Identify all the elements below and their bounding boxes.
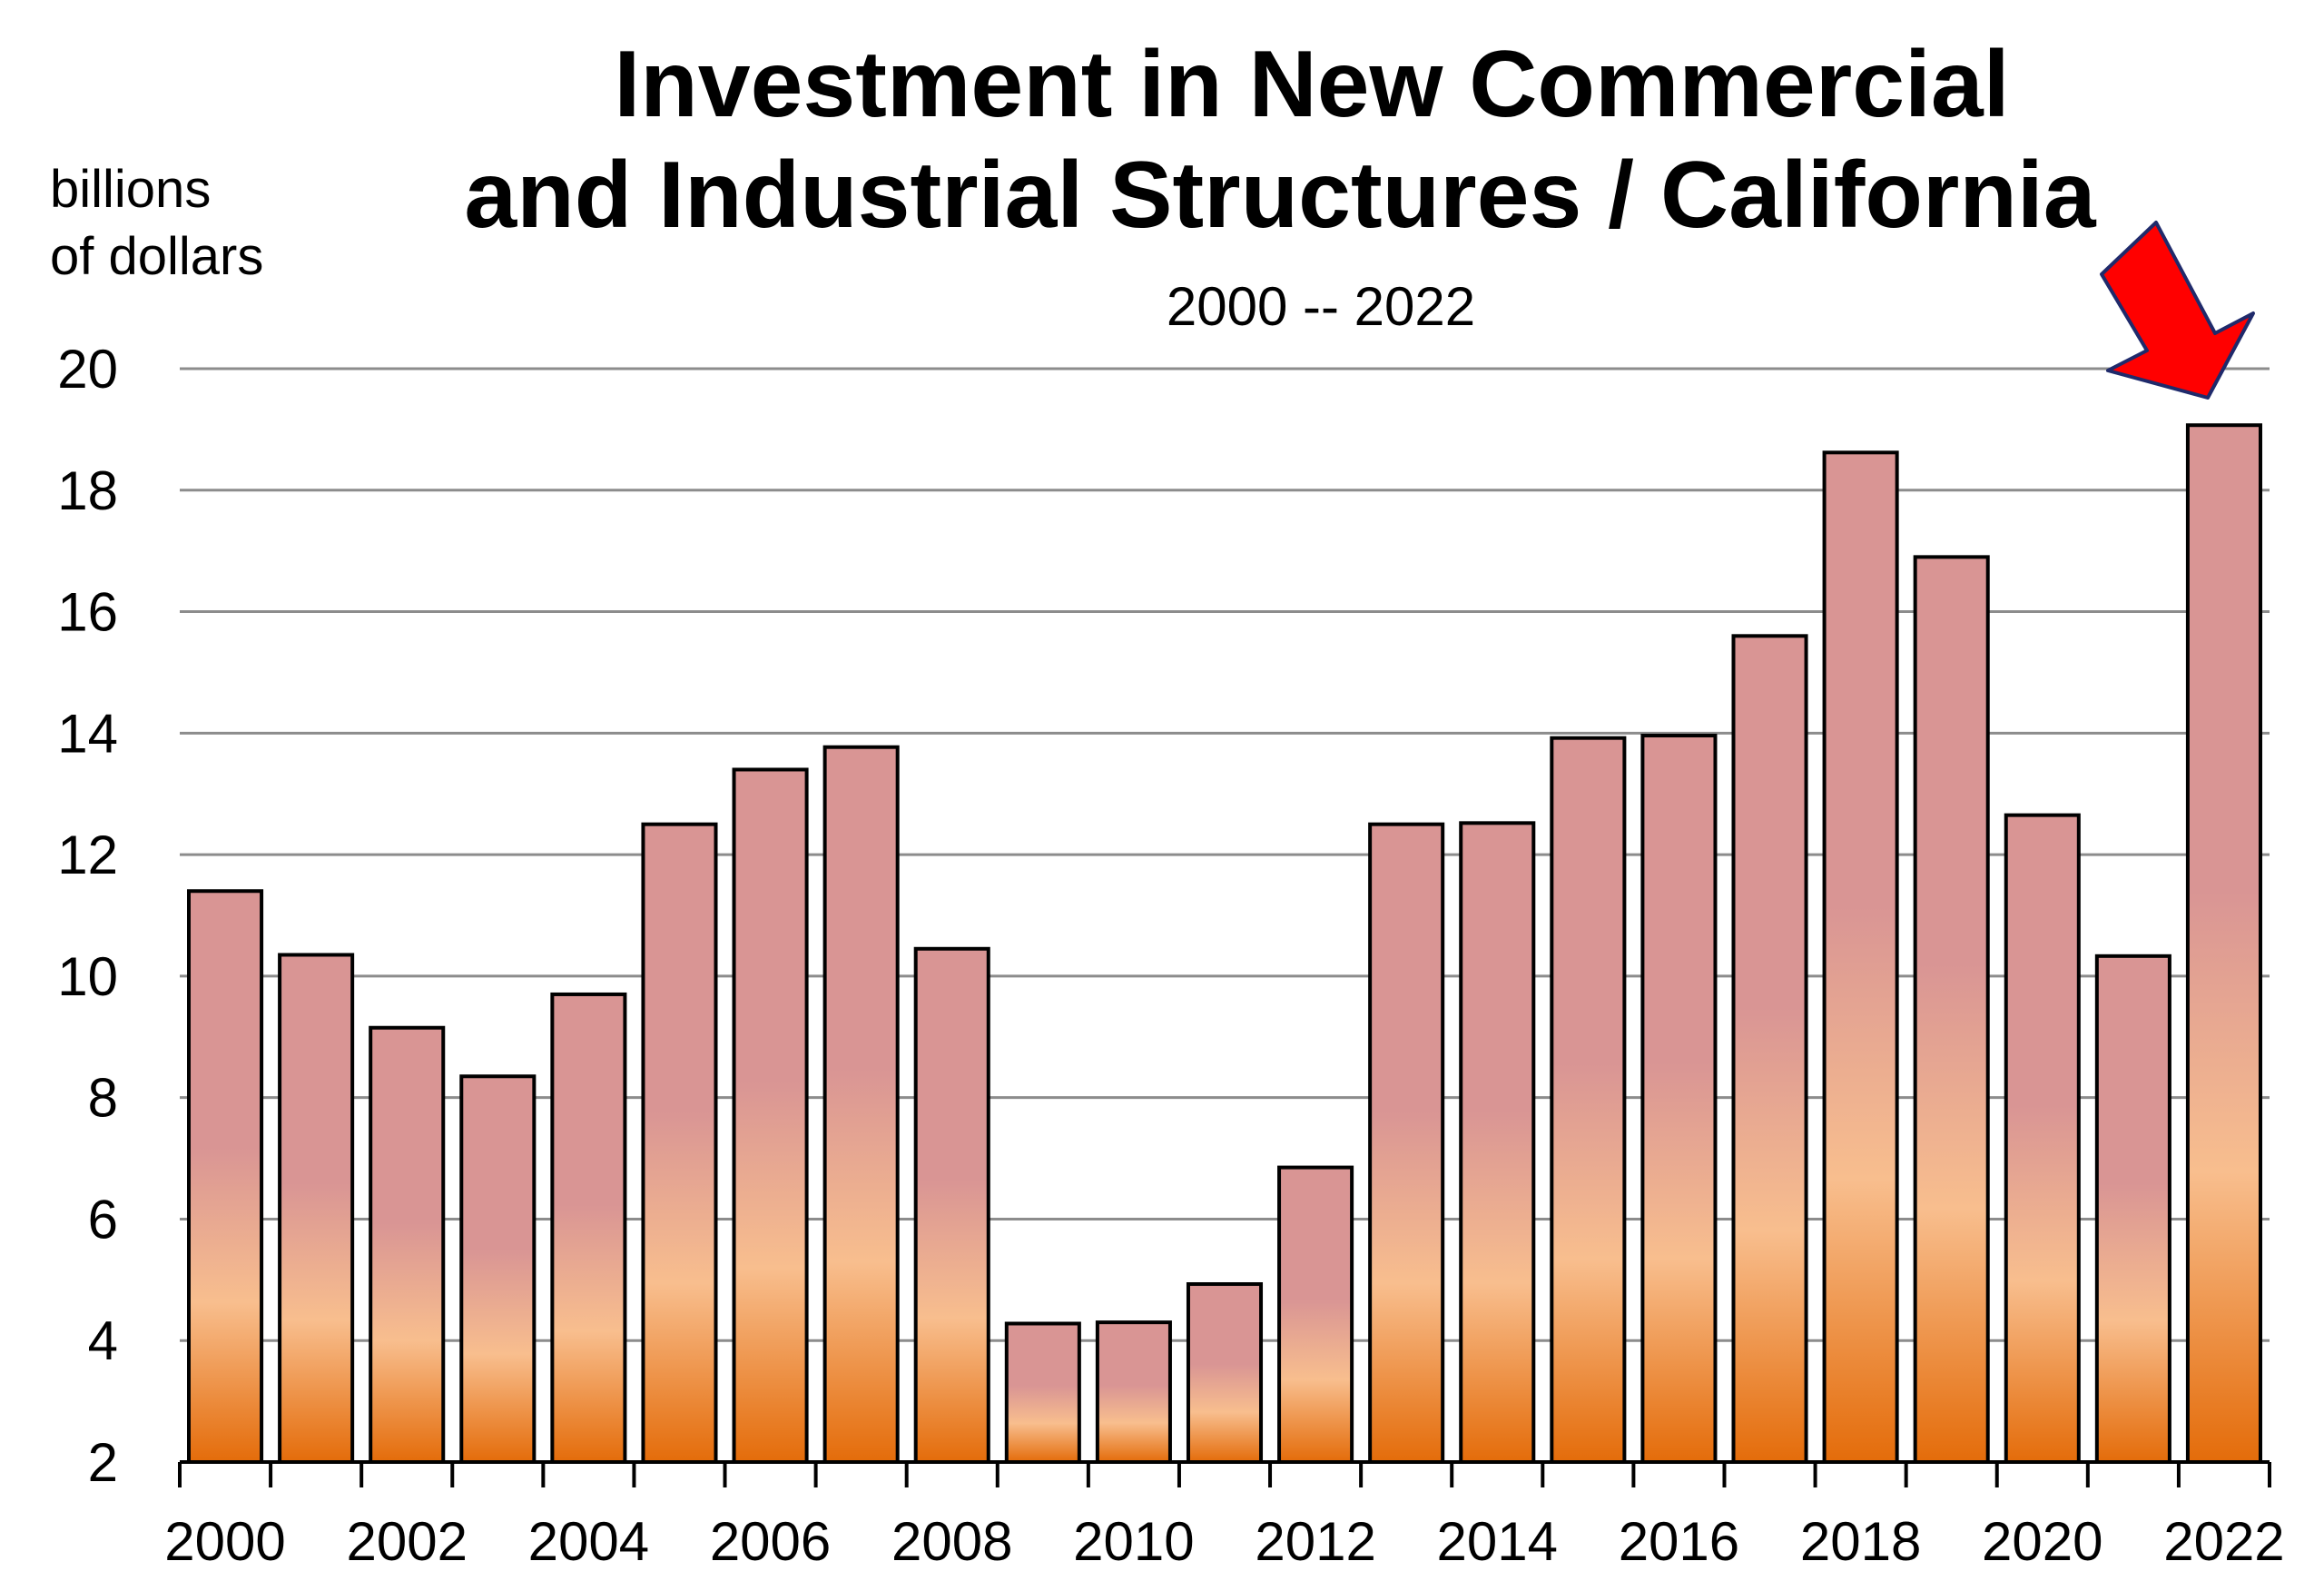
y-tick-label-18: 18 <box>57 460 118 521</box>
y-tick-label-8: 8 <box>88 1068 118 1129</box>
x-tick-label-2004: 2004 <box>528 1511 649 1572</box>
y-tick-label-4: 4 <box>88 1310 118 1371</box>
x-tick-label-2014: 2014 <box>1437 1511 1558 1572</box>
y-tick-label-2: 2 <box>88 1432 118 1493</box>
bars <box>187 423 2262 1465</box>
y-axis-label-line-1: billions <box>50 160 211 219</box>
bar-2002 <box>369 1025 446 1464</box>
bar-2006 <box>732 767 809 1464</box>
y-tick-label-10: 10 <box>57 946 118 1007</box>
bar-2021 <box>2094 954 2171 1464</box>
x-axis <box>178 1460 2271 1487</box>
chart-subtitle: 2000 -- 2022 <box>1167 276 1475 337</box>
bar-2018 <box>1822 450 1899 1465</box>
x-tick-label-2008: 2008 <box>891 1511 1012 1572</box>
bar-2004 <box>550 992 627 1464</box>
bar-2000 <box>187 889 264 1464</box>
chart-title-line-2: and Industrial Structures / California <box>464 143 2096 248</box>
bar-2015 <box>1550 736 1627 1464</box>
y-tick-label-16: 16 <box>57 582 118 643</box>
y-tick-label-6: 6 <box>88 1189 118 1250</box>
bar-2008 <box>913 946 990 1465</box>
bar-2022 <box>2185 423 2262 1464</box>
y-tick-label-12: 12 <box>57 825 118 885</box>
y-axis-label-line-2: of dollars <box>50 227 263 286</box>
bar-2007 <box>822 745 900 1464</box>
x-tick-label-2020: 2020 <box>1982 1511 2102 1572</box>
y-tick-labels: 2 4 6 8 10 12 14 16 18 20 <box>57 339 118 1493</box>
y-tick-label-14: 14 <box>57 703 118 764</box>
bar-2013 <box>1368 822 1445 1464</box>
bar-2005 <box>641 822 718 1464</box>
x-tick-label-2002: 2002 <box>346 1511 467 1572</box>
x-tick-labels: 2000 2002 2004 2006 2008 2010 2012 2014 2016 2018… <box>164 1511 2284 1572</box>
bar-2003 <box>459 1074 537 1465</box>
bar-2010 <box>1095 1320 1172 1464</box>
x-tick-label-2012: 2012 <box>1255 1511 1375 1572</box>
bar-2020 <box>2004 813 2081 1464</box>
x-tick-label-2018: 2018 <box>1800 1511 1921 1572</box>
chart-title-line-1: Investment in New Commercial <box>614 32 2009 137</box>
bar-2012 <box>1277 1165 1354 1464</box>
x-tick-label-2000: 2000 <box>164 1511 285 1572</box>
x-tick-label-2006: 2006 <box>710 1511 831 1572</box>
x-tick-label-2010: 2010 <box>1073 1511 1194 1572</box>
bar-2011 <box>1186 1282 1264 1464</box>
bar-2001 <box>278 953 355 1464</box>
bar-2016 <box>1640 734 1718 1464</box>
bar-2009 <box>1004 1321 1081 1464</box>
x-tick-label-2022: 2022 <box>2163 1511 2284 1572</box>
bar-2019 <box>1913 555 1990 1464</box>
y-tick-label-20: 20 <box>57 339 118 400</box>
bar-2014 <box>1459 821 1536 1464</box>
x-tick-label-2016: 2016 <box>1619 1511 1739 1572</box>
bar-2017 <box>1731 634 1808 1464</box>
highlight-arrow-icon <box>2100 221 2255 400</box>
